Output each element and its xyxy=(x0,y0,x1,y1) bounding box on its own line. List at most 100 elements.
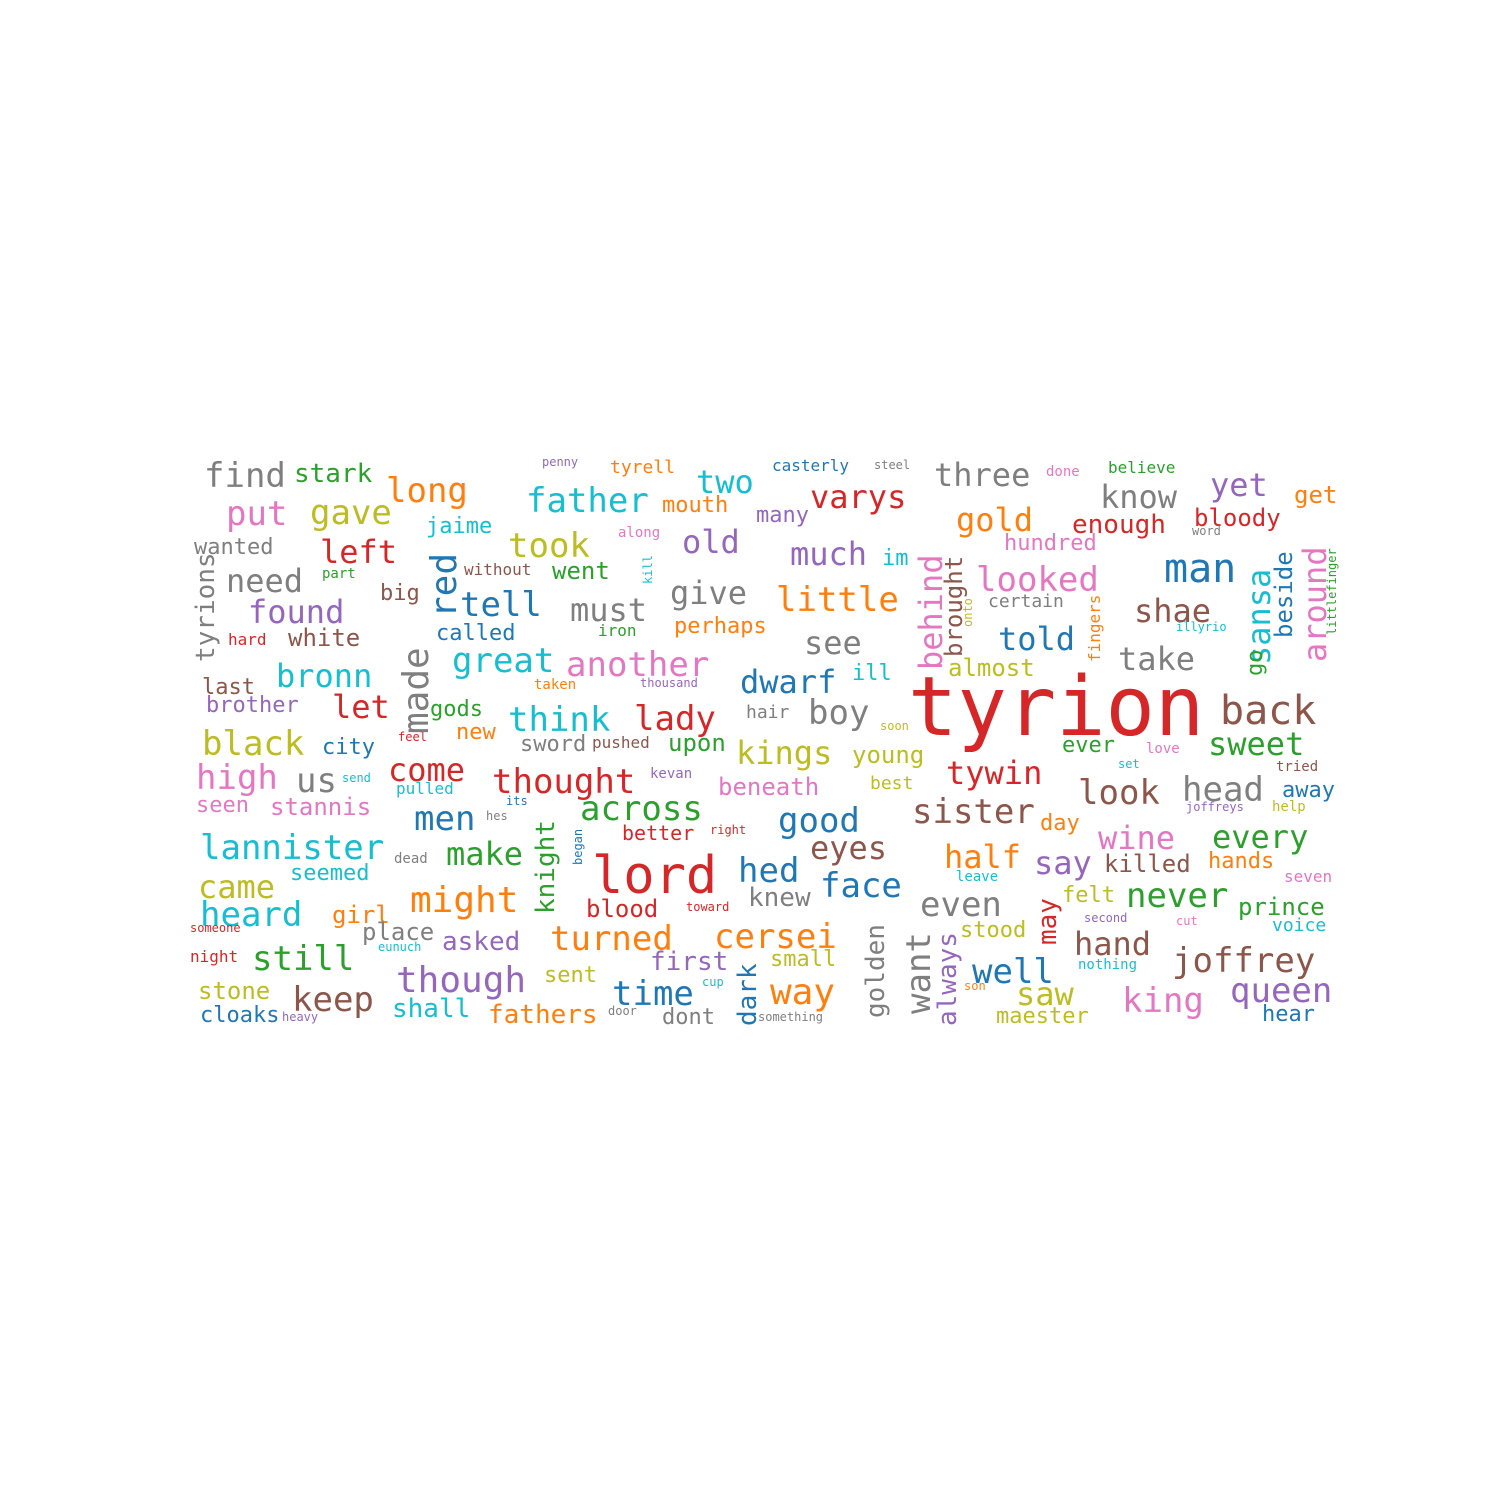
word-great: great xyxy=(452,641,554,681)
word-saw: saw xyxy=(1016,975,1075,1013)
word-fingers: fingers xyxy=(1085,595,1104,662)
word-hand: hand xyxy=(1074,925,1151,963)
word-bronn: bronn xyxy=(276,657,372,695)
word-penny: penny xyxy=(542,455,578,469)
word-leave: leave xyxy=(956,869,998,885)
word-put: put xyxy=(226,494,287,534)
word-found: found xyxy=(248,593,344,631)
word-well: well xyxy=(972,952,1054,992)
word-iron: iron xyxy=(598,621,637,640)
word-jaime: jaime xyxy=(426,514,492,539)
word-hundred: hundred xyxy=(1004,531,1097,556)
word-men: men xyxy=(414,799,475,839)
word-pulled: pulled xyxy=(396,779,454,798)
word-keep: keep xyxy=(292,980,374,1020)
word-king: king xyxy=(1122,981,1204,1021)
word-get: get xyxy=(1294,481,1337,509)
word-dont: dont xyxy=(662,1005,715,1030)
word-hair: hair xyxy=(746,702,790,723)
word-sword: sword xyxy=(520,732,586,757)
word-tyrions: tyrions xyxy=(191,552,221,662)
word-went: went xyxy=(552,557,610,585)
word-knew: knew xyxy=(748,883,811,913)
word-father: father xyxy=(526,481,649,521)
word-pushed: pushed xyxy=(592,733,650,752)
word-stannis: stannis xyxy=(270,793,371,821)
word-long: long xyxy=(386,471,468,511)
word-another: another xyxy=(566,645,709,685)
word-sweet: sweet xyxy=(1208,725,1304,763)
word-though: though xyxy=(396,960,526,1001)
word-black: black xyxy=(202,724,304,764)
word-never: never xyxy=(1126,876,1228,916)
word-took: took xyxy=(508,526,590,566)
word-go: go xyxy=(1243,650,1268,677)
word-soon: soon xyxy=(880,719,909,733)
word-made: made xyxy=(396,647,437,734)
word-dead: dead xyxy=(394,851,428,867)
word-let: let xyxy=(332,688,390,726)
word-brought: brought xyxy=(940,556,968,657)
word-dwarf: dwarf xyxy=(740,663,836,701)
word-lord: lord xyxy=(592,846,717,906)
word-take: take xyxy=(1118,640,1195,678)
word-along: along xyxy=(618,525,660,541)
word-hands: hands xyxy=(1208,849,1274,874)
word-beside: beside xyxy=(1270,551,1298,638)
word-lannister: lannister xyxy=(200,828,384,868)
word-day: day xyxy=(1040,811,1080,836)
word-gave: gave xyxy=(310,493,392,533)
word-right: right xyxy=(710,823,746,837)
word-might: might xyxy=(410,880,518,921)
word-cersei: cersei xyxy=(714,917,837,957)
word-queen: queen xyxy=(1230,971,1332,1011)
word-last: last xyxy=(202,675,255,700)
word-littlefinger: littlefinger xyxy=(1325,548,1339,635)
word-ill: ill xyxy=(852,661,892,686)
word-come: come xyxy=(388,751,465,789)
word-stark: stark xyxy=(294,459,373,489)
word-thousand: thousand xyxy=(640,676,698,690)
word-best: best xyxy=(870,773,913,794)
word-called: called xyxy=(436,621,515,646)
word-bloody: bloody xyxy=(1194,504,1281,532)
word-wanted: wanted xyxy=(194,535,273,560)
word-half: half xyxy=(944,838,1021,876)
word-left: left xyxy=(320,533,397,571)
word-almost: almost xyxy=(948,654,1035,682)
word-feel: feel xyxy=(398,730,427,744)
word-better: better xyxy=(622,821,694,845)
word-something: something xyxy=(758,1010,823,1024)
word-big: big xyxy=(380,581,420,606)
word-killed: killed xyxy=(1104,850,1191,878)
word-ever: ever xyxy=(1062,733,1115,758)
word-every: every xyxy=(1212,818,1308,856)
word-tyrion: tyrion xyxy=(908,660,1204,755)
word-gods: gods xyxy=(430,697,483,722)
word-heavy: heavy xyxy=(282,1010,318,1024)
word-girl: girl xyxy=(332,901,390,929)
word-dark: dark xyxy=(733,963,763,1026)
word-shall: shall xyxy=(392,994,470,1024)
word-face: face xyxy=(820,866,902,906)
word-send: send xyxy=(342,771,371,785)
word-us: us xyxy=(296,761,337,801)
word-way: way xyxy=(770,972,835,1013)
word-two: two xyxy=(696,463,754,501)
word-illyrio: illyrio xyxy=(1176,620,1227,634)
word-kill: kill xyxy=(641,555,655,584)
word-set: set xyxy=(1118,757,1140,771)
word-eyes: eyes xyxy=(810,829,887,867)
word-knight: knight xyxy=(531,820,561,914)
word-tywin: tywin xyxy=(946,754,1042,792)
word-blood: blood xyxy=(586,895,658,923)
word-heard: heard xyxy=(200,895,302,935)
word-casterly: casterly xyxy=(772,456,849,475)
word-door: door xyxy=(608,1004,637,1018)
word-lady: lady xyxy=(634,699,716,739)
word-much: much xyxy=(790,535,867,573)
word-across: across xyxy=(580,789,703,829)
word-part: part xyxy=(322,566,356,582)
word-yet: yet xyxy=(1210,466,1268,504)
word-without: without xyxy=(464,560,531,579)
